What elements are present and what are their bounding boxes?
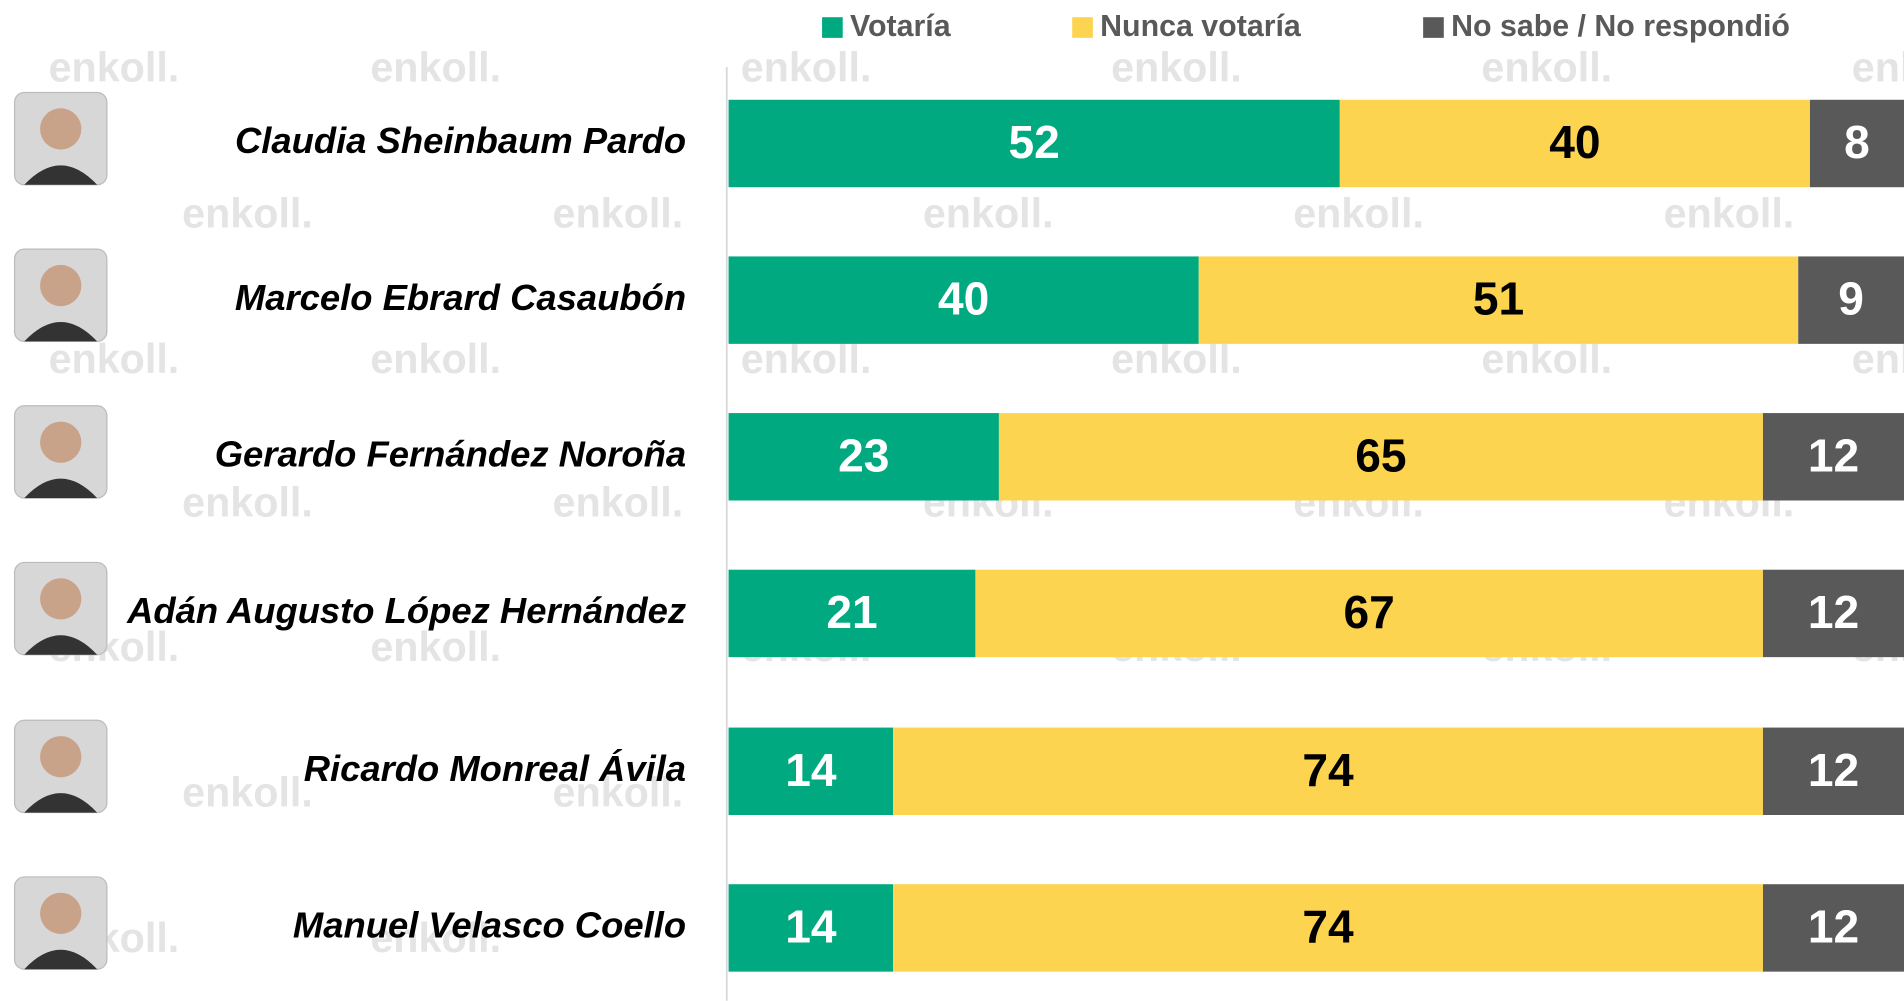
category-label: Ricardo Monreal Ávila bbox=[304, 748, 686, 789]
category-label: Adán Augusto López Hernández bbox=[126, 590, 686, 631]
value-label: 40 bbox=[938, 273, 989, 325]
value-label: 12 bbox=[1808, 744, 1859, 796]
watermark: enkoll. bbox=[923, 190, 1054, 236]
watermark: enkoll. bbox=[182, 190, 313, 236]
watermark: enkoll. bbox=[553, 190, 684, 236]
category-label: Marcelo Ebrard Casaubón bbox=[235, 277, 686, 318]
photo-face bbox=[40, 422, 81, 463]
legend-swatch bbox=[1072, 17, 1093, 38]
watermark: enkoll. bbox=[1111, 45, 1242, 91]
watermark: enkoll. bbox=[49, 45, 180, 91]
watermark: enkoll. bbox=[1664, 190, 1795, 236]
watermark: enkoll. bbox=[49, 336, 180, 382]
value-label: 12 bbox=[1808, 429, 1859, 481]
legend-label: Votaría bbox=[850, 10, 952, 43]
legend-label: No sabe / No respondió bbox=[1451, 10, 1790, 43]
value-label: 74 bbox=[1302, 901, 1354, 953]
watermark: enkoll. bbox=[1481, 45, 1612, 91]
category-label: Manuel Velasco Coello bbox=[293, 905, 686, 946]
value-label: 51 bbox=[1473, 273, 1524, 325]
watermark: enkoll. bbox=[1852, 45, 1904, 91]
category-label: Gerardo Fernández Noroña bbox=[215, 433, 686, 474]
value-label: 23 bbox=[838, 429, 889, 481]
value-label: 74 bbox=[1302, 744, 1354, 796]
legend-label: Nunca votaría bbox=[1100, 10, 1302, 43]
value-label: 9 bbox=[1838, 273, 1864, 325]
value-label: 40 bbox=[1549, 116, 1600, 168]
value-label: 65 bbox=[1355, 429, 1406, 481]
watermark: enkoll. bbox=[182, 479, 313, 525]
watermark: enkoll. bbox=[741, 45, 872, 91]
watermark: enkoll. bbox=[370, 336, 501, 382]
value-label: 52 bbox=[1009, 116, 1060, 168]
watermark: enkoll. bbox=[370, 45, 501, 91]
value-label: 67 bbox=[1344, 586, 1395, 638]
value-label: 21 bbox=[826, 586, 877, 638]
value-label: 8 bbox=[1844, 116, 1870, 168]
photo-face bbox=[40, 108, 81, 149]
value-label: 12 bbox=[1808, 586, 1859, 638]
photo-face bbox=[40, 736, 81, 777]
watermark: enkoll. bbox=[553, 479, 684, 525]
photo-face bbox=[40, 265, 81, 306]
legend-swatch bbox=[822, 17, 843, 38]
value-label: 12 bbox=[1808, 901, 1859, 953]
legend-swatch bbox=[1423, 17, 1444, 38]
chart: enkoll. enkoll. enkoll. enkoll. enkoll. enkol… bbox=[0, 0, 1904, 1001]
photo-face bbox=[40, 578, 81, 619]
category-label: Claudia Sheinbaum Pardo bbox=[235, 120, 686, 161]
value-label: 14 bbox=[785, 744, 837, 796]
value-label: 14 bbox=[785, 901, 837, 953]
watermark: enkoll. bbox=[1293, 190, 1424, 236]
photo-face bbox=[40, 893, 81, 934]
watermark: enkoll. bbox=[182, 769, 313, 815]
